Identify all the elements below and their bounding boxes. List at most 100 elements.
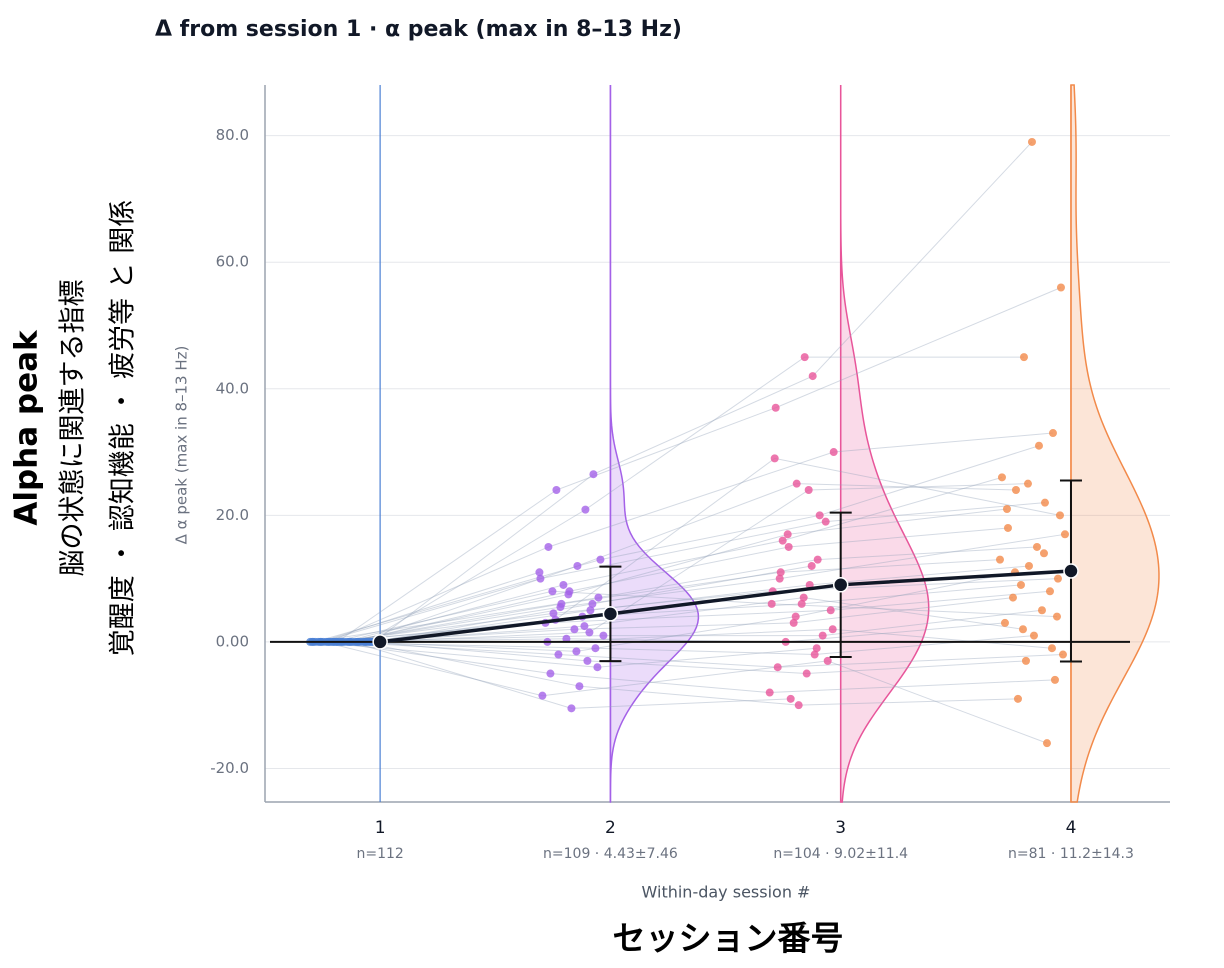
y-tick-label: 20.0: [216, 506, 249, 524]
point: [1039, 549, 1048, 558]
subject-line: [336, 287, 1062, 643]
point: [585, 628, 594, 637]
point: [546, 669, 555, 678]
y-subtitle: 脳の状態に関連する指標: [58, 280, 89, 577]
x-tick-label: 3: [835, 818, 846, 838]
point: [1045, 587, 1054, 596]
y-subtitle: 覚醒度 ・ 認知機能 ・ 疲労等 と 関係: [108, 200, 139, 657]
x-axis-label: Within-day session #: [642, 883, 811, 902]
point: [1002, 504, 1011, 513]
point: [1037, 606, 1046, 615]
subject-line: [331, 641, 1056, 694]
point: [786, 694, 795, 703]
subject-line: [360, 641, 1018, 706]
y-tick-label: -20.0: [210, 759, 249, 777]
point: [1042, 739, 1051, 748]
x-tick-label: 2: [605, 818, 616, 838]
point: [549, 609, 558, 618]
point: [791, 612, 800, 621]
point: [773, 663, 782, 672]
subject-line: [349, 508, 1008, 643]
subject-line: [313, 546, 1038, 643]
point: [810, 650, 819, 659]
point: [995, 555, 1004, 564]
point: [813, 555, 822, 564]
point: [583, 656, 592, 665]
x-tick-label: 4: [1066, 818, 1077, 838]
subject-line: [339, 641, 1064, 668]
subject-line: [365, 597, 1024, 643]
subject-line: [342, 559, 1001, 643]
x-subtitle: セッション番号: [613, 919, 844, 958]
mean-point: [602, 606, 619, 622]
mean-point: [372, 634, 388, 650]
point: [997, 473, 1006, 482]
point: [1050, 675, 1059, 684]
mean-point: [1063, 563, 1079, 579]
point: [599, 631, 608, 640]
point: [1060, 530, 1069, 539]
point: [828, 625, 837, 634]
y-axis-label: Δ α peak (max in 8–13 Hz): [173, 346, 191, 545]
subject-line: [334, 578, 1059, 643]
point: [588, 599, 597, 608]
point: [562, 634, 571, 643]
subject-line: [323, 641, 1048, 744]
point: [581, 505, 590, 514]
point: [535, 568, 544, 577]
point: [1058, 650, 1067, 659]
point: [829, 448, 838, 457]
subject-line: [350, 527, 1009, 643]
point: [771, 403, 780, 412]
subject-line: [368, 641, 1027, 675]
subject-line: [355, 597, 1014, 643]
violin: [1070, 84, 1160, 803]
point: [536, 574, 545, 583]
violin: [839, 85, 930, 803]
point: [1056, 283, 1065, 292]
point: [544, 542, 553, 551]
subject-line: [347, 622, 1006, 643]
point: [573, 561, 582, 570]
point: [821, 517, 830, 526]
point: [538, 691, 547, 700]
violin: [609, 85, 700, 803]
point: [1034, 441, 1043, 450]
subject-line: [310, 635, 1035, 656]
subject-line: [373, 141, 1033, 643]
point: [564, 590, 573, 599]
point: [792, 479, 801, 488]
point: [778, 536, 787, 545]
point: [794, 701, 803, 710]
subject-line: [370, 483, 1028, 643]
point: [812, 644, 821, 653]
subject-line: [333, 590, 1058, 643]
point: [575, 682, 584, 691]
point: [804, 486, 813, 495]
point: [572, 647, 581, 656]
point: [591, 644, 600, 653]
point: [775, 574, 784, 583]
point: [802, 669, 811, 678]
point: [826, 606, 835, 615]
point: [765, 688, 774, 697]
point: [800, 353, 809, 362]
point: [776, 568, 785, 577]
point: [1052, 612, 1061, 621]
point: [1040, 498, 1049, 507]
subject-line: [344, 476, 1003, 643]
subject-line: [341, 533, 1066, 643]
point: [1055, 511, 1064, 520]
point: [567, 704, 576, 713]
point: [818, 631, 827, 640]
point: [799, 593, 808, 602]
point: [556, 603, 565, 612]
point: [767, 599, 776, 608]
point: [1024, 561, 1033, 570]
subject-line: [357, 571, 1016, 652]
point: [1000, 618, 1009, 627]
subject-line: [318, 609, 1043, 643]
subject-line: [328, 432, 1054, 643]
y-tick-label: 80.0: [216, 126, 249, 144]
